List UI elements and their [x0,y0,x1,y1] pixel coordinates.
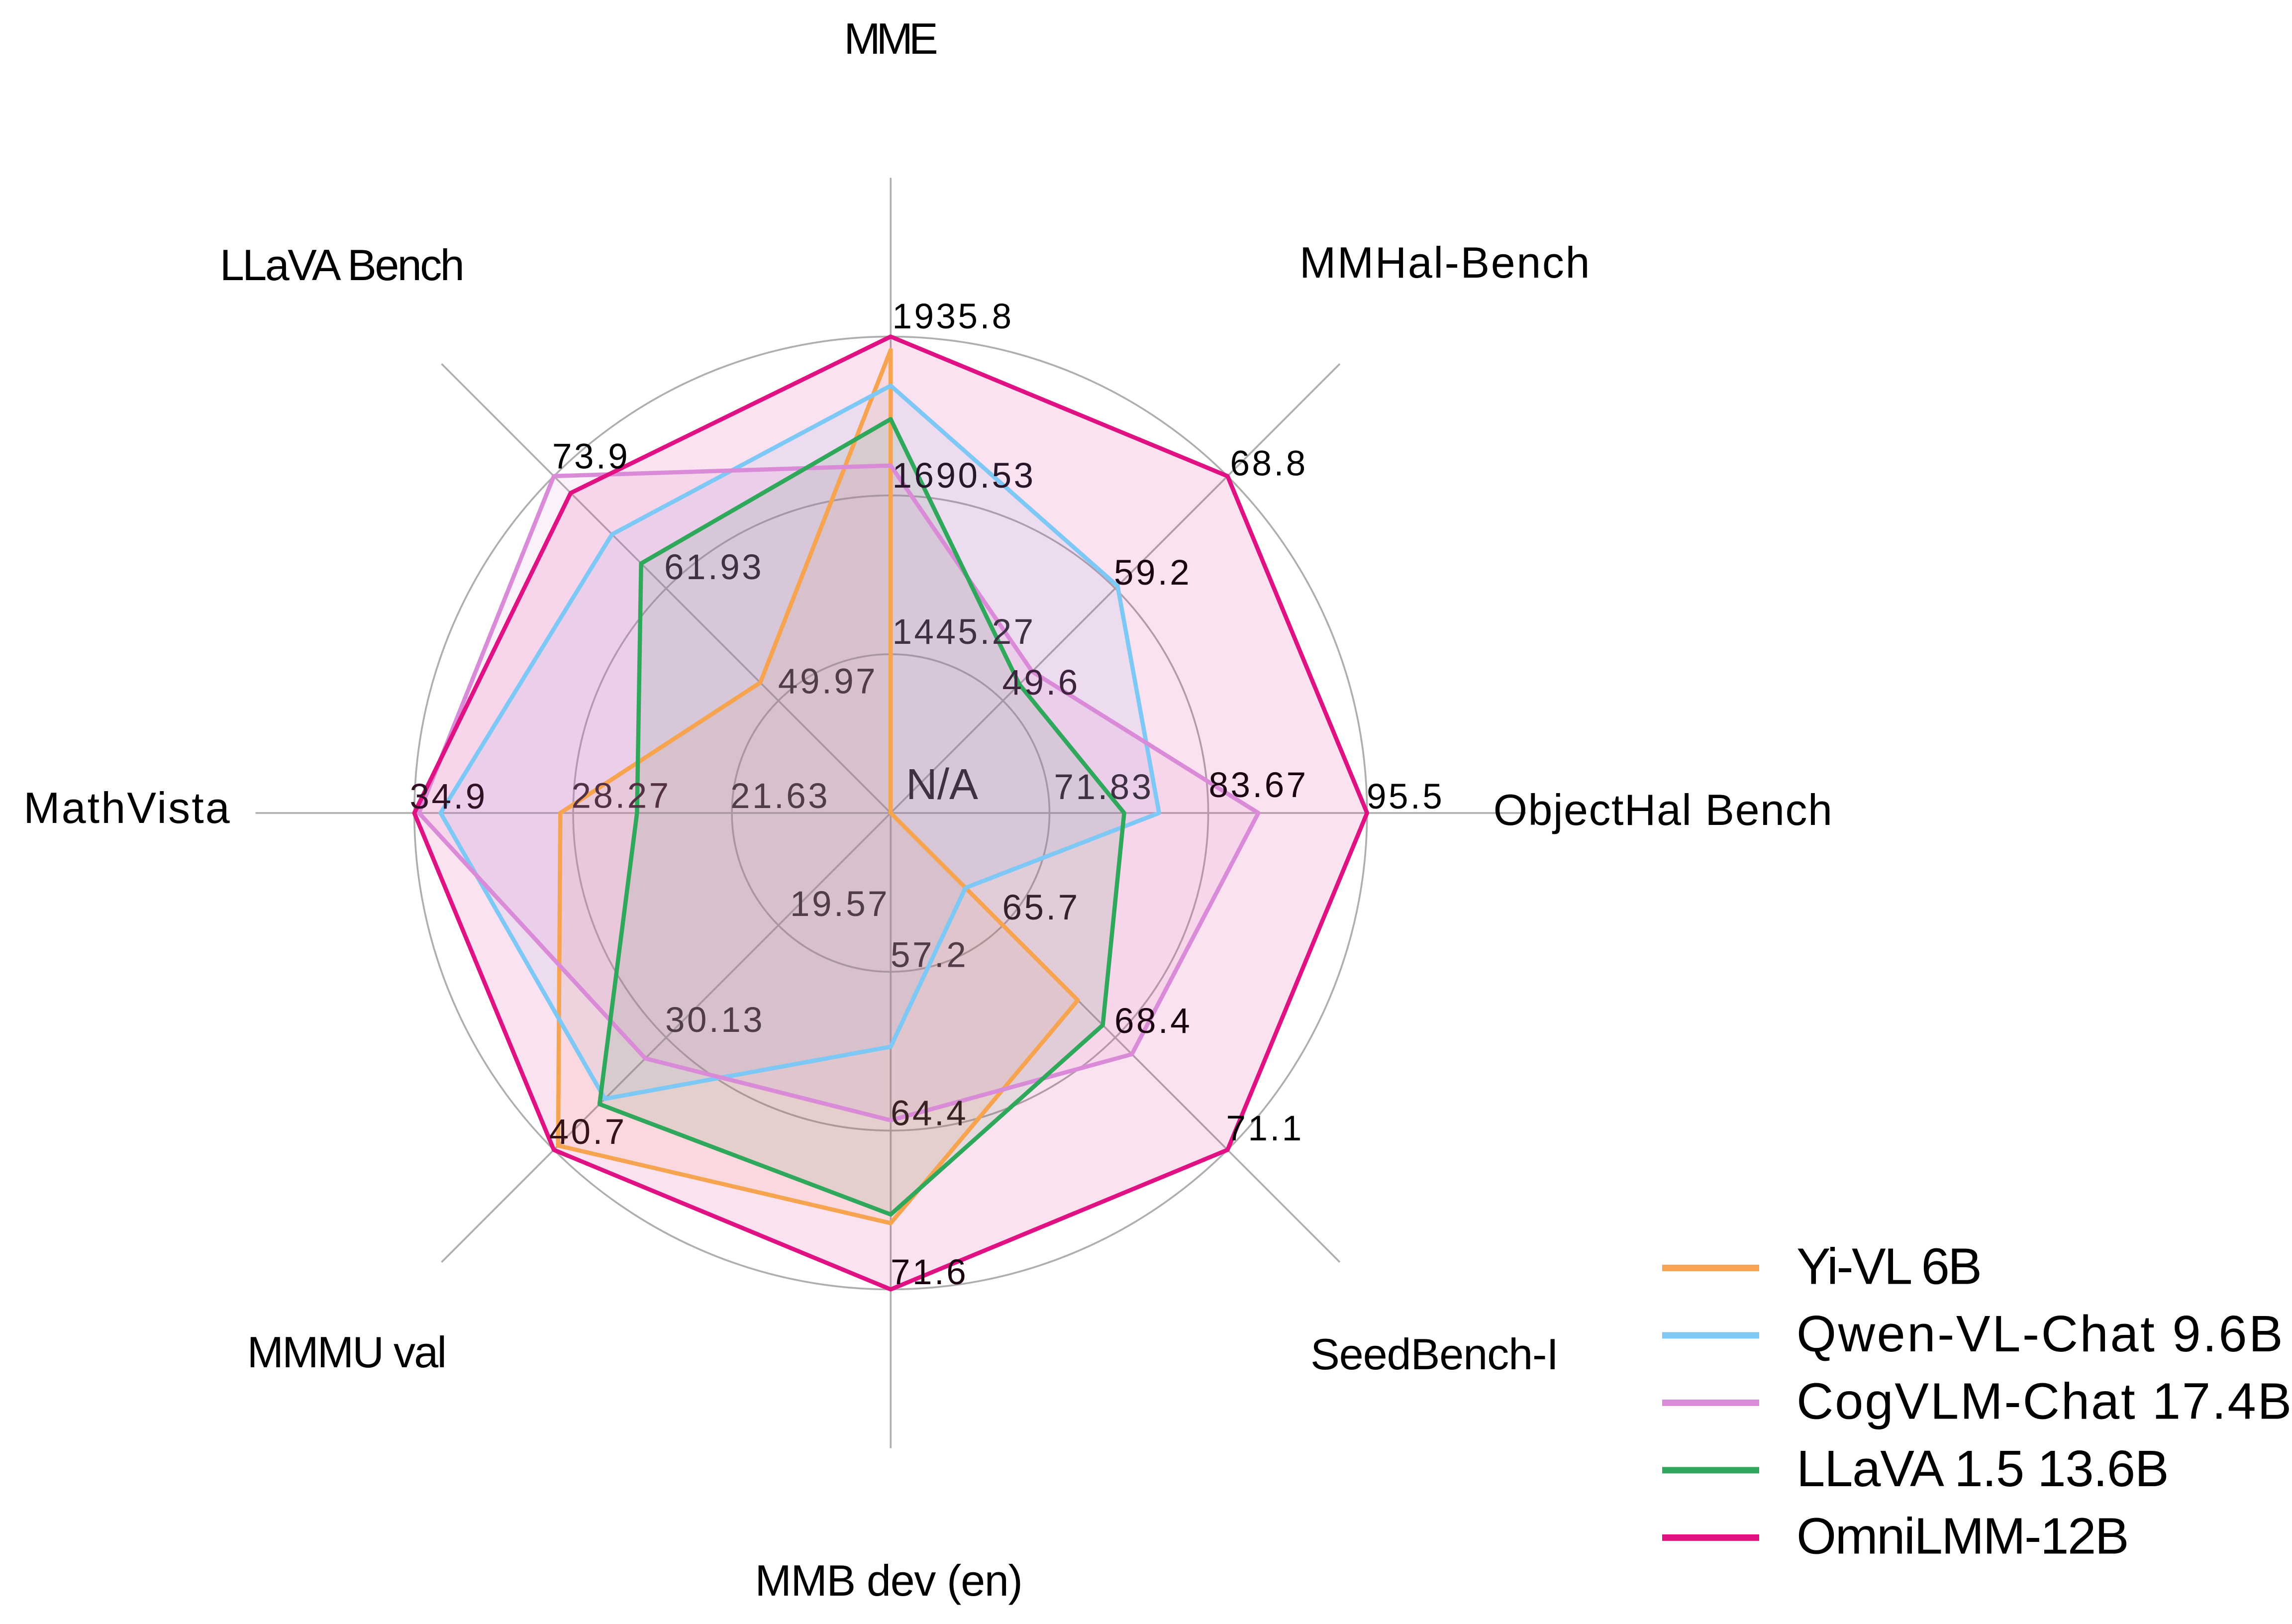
svg-text:73.9: 73.9 [552,437,630,476]
svg-text:OmniLMM-12B: OmniLMM-12B [1796,1507,2128,1564]
svg-text:71.83: 71.83 [1054,768,1154,807]
svg-text:MME: MME [844,14,936,63]
svg-text:64.4: 64.4 [891,1094,968,1133]
svg-text:71.1: 71.1 [1226,1109,1304,1148]
svg-text:Yi-VL 6B: Yi-VL 6B [1796,1237,1980,1295]
svg-text:N/A: N/A [906,760,978,809]
svg-text:65.7: 65.7 [1002,888,1080,927]
svg-text:1690.53: 1690.53 [893,456,1036,496]
svg-text:ObjectHal Bench: ObjectHal Bench [1494,785,1833,834]
svg-text:Qwen-VL-Chat 9.6B: Qwen-VL-Chat 9.6B [1796,1305,2285,1362]
svg-text:CogVLM-Chat 17.4B: CogVLM-Chat 17.4B [1796,1372,2292,1429]
svg-text:LLaVA 1.5 13.6B: LLaVA 1.5 13.6B [1796,1440,2169,1497]
svg-text:MathVista: MathVista [23,783,231,832]
svg-text:71.6: 71.6 [891,1253,968,1292]
svg-text:1445.27: 1445.27 [893,612,1036,652]
svg-text:19.57: 19.57 [790,885,890,924]
svg-text:MMHal-Bench: MMHal-Bench [1299,238,1591,287]
svg-text:57.2: 57.2 [891,936,968,975]
svg-text:49.97: 49.97 [778,662,878,702]
svg-text:MMB dev (en): MMB dev (en) [755,1556,1022,1605]
svg-text:LLaVA Bench: LLaVA Bench [220,240,463,290]
svg-text:61.93: 61.93 [664,548,764,587]
svg-text:83.67: 83.67 [1209,766,1308,805]
svg-text:40.7: 40.7 [549,1113,627,1152]
svg-text:59.2: 59.2 [1114,553,1192,593]
svg-text:95.5: 95.5 [1367,777,1444,816]
svg-text:68.8: 68.8 [1230,444,1308,484]
svg-text:21.63: 21.63 [730,777,830,816]
svg-text:30.13: 30.13 [665,1001,765,1040]
svg-text:MMMU val: MMMU val [247,1327,446,1377]
svg-text:SeedBench-I: SeedBench-I [1310,1329,1558,1379]
svg-text:1935.8: 1935.8 [893,297,1014,336]
svg-text:28.27: 28.27 [572,777,671,816]
svg-text:49.6: 49.6 [1002,663,1080,703]
svg-text:34.9: 34.9 [410,777,488,816]
svg-text:68.4: 68.4 [1114,1002,1192,1041]
